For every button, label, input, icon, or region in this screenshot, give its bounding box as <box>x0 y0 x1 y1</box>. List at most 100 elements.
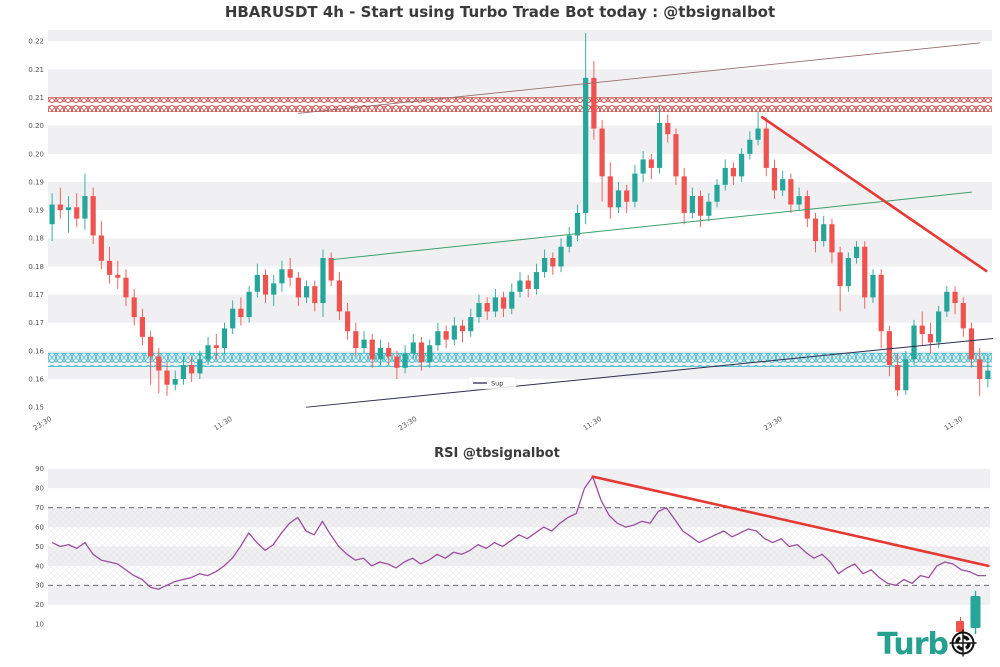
main-candlestick-chart: 0.15 0.16 0.16 0.17 0.17 0.18 0.18 0.19 0.19 0.20… <box>28 30 994 432</box>
candle <box>747 139 753 154</box>
candle <box>139 317 145 337</box>
rsi-y-tick-label: 10 <box>35 621 44 629</box>
candle <box>328 258 334 281</box>
candle <box>213 345 219 349</box>
rsi-breakdown-trendline <box>591 475 990 568</box>
sup-trendline <box>306 338 994 408</box>
candle <box>697 196 704 216</box>
candle <box>353 331 359 349</box>
candle <box>410 342 416 354</box>
support-zone <box>48 353 992 367</box>
candle <box>812 218 819 242</box>
candle <box>780 179 786 191</box>
candle <box>476 303 482 318</box>
y-tick-label: 0.19 <box>28 207 44 215</box>
background-stripe <box>48 30 992 42</box>
candle <box>632 173 638 202</box>
logo-red-candle <box>956 621 964 632</box>
candle <box>788 179 794 205</box>
candle <box>796 196 802 205</box>
candle <box>574 212 581 236</box>
candle <box>115 274 121 278</box>
candle <box>895 364 901 391</box>
candle <box>878 274 884 332</box>
candle <box>287 269 293 278</box>
candle <box>369 339 375 360</box>
y-tick-label: 0.18 <box>28 235 44 243</box>
candle <box>336 280 343 312</box>
legend-frame <box>467 376 517 390</box>
candle <box>361 339 367 349</box>
candle <box>870 274 876 298</box>
turbo-logo-text: Turb <box>877 627 948 662</box>
candle <box>106 260 113 275</box>
candle <box>262 274 269 295</box>
candle <box>739 153 745 177</box>
candle <box>706 201 712 216</box>
candle <box>164 370 170 385</box>
candle <box>804 196 810 219</box>
y-tick-label: 0.17 <box>28 319 44 327</box>
rsi-y-tick-label: 70 <box>35 504 44 512</box>
candle <box>254 274 260 292</box>
candle <box>98 235 104 261</box>
rsi-chart: 10 20 30 40 50 60 70 80 90 <box>35 465 990 629</box>
candle <box>681 176 687 213</box>
candle <box>49 204 55 225</box>
candle <box>656 122 663 168</box>
mid-channel-trendline <box>330 191 972 261</box>
candle <box>500 297 507 309</box>
candle <box>763 128 769 168</box>
rsi-y-tick-label: 90 <box>35 465 44 473</box>
candle <box>468 317 474 332</box>
candle <box>689 196 695 213</box>
candle <box>673 134 679 177</box>
candle <box>985 370 991 380</box>
candle <box>648 159 654 168</box>
candle <box>148 336 154 357</box>
background-stripe <box>48 69 992 98</box>
candle <box>386 348 392 357</box>
candle <box>345 311 351 332</box>
candle <box>435 331 441 346</box>
candle <box>238 308 244 318</box>
candle <box>492 297 498 312</box>
candle <box>221 328 228 349</box>
candle <box>484 303 490 312</box>
candle <box>65 207 72 211</box>
candle <box>542 258 548 273</box>
candle <box>156 356 162 371</box>
background-stripe <box>48 125 992 154</box>
background-stripe <box>48 294 992 323</box>
candle <box>821 224 827 242</box>
candle <box>443 331 449 340</box>
candle <box>927 334 934 343</box>
candle <box>853 246 860 258</box>
candle <box>533 272 540 289</box>
candle <box>74 207 80 219</box>
y-tick-label: 0.21 <box>28 94 44 102</box>
candle <box>862 246 868 298</box>
candle <box>131 297 137 318</box>
candle <box>640 159 646 174</box>
rsi-y-tick-label: 50 <box>35 543 44 551</box>
candle <box>599 128 605 177</box>
y-tick-label: 0.19 <box>28 178 44 186</box>
candle <box>172 379 178 385</box>
x-tick-label: 23:30 <box>762 415 783 432</box>
candle <box>271 283 277 295</box>
rsi-line <box>51 475 986 590</box>
rsi-neutral-band <box>48 507 990 586</box>
candle <box>919 325 925 334</box>
candle <box>722 167 728 185</box>
candle <box>977 359 983 380</box>
legend: Sup <box>467 376 517 390</box>
y-tick-label: 0.22 <box>28 38 44 46</box>
x-tick-label: 23:30 <box>32 415 53 432</box>
candle <box>952 291 958 304</box>
candle <box>615 190 622 208</box>
rsi-y-tick-label: 60 <box>35 523 44 531</box>
candle <box>197 359 203 374</box>
candle <box>755 128 761 140</box>
